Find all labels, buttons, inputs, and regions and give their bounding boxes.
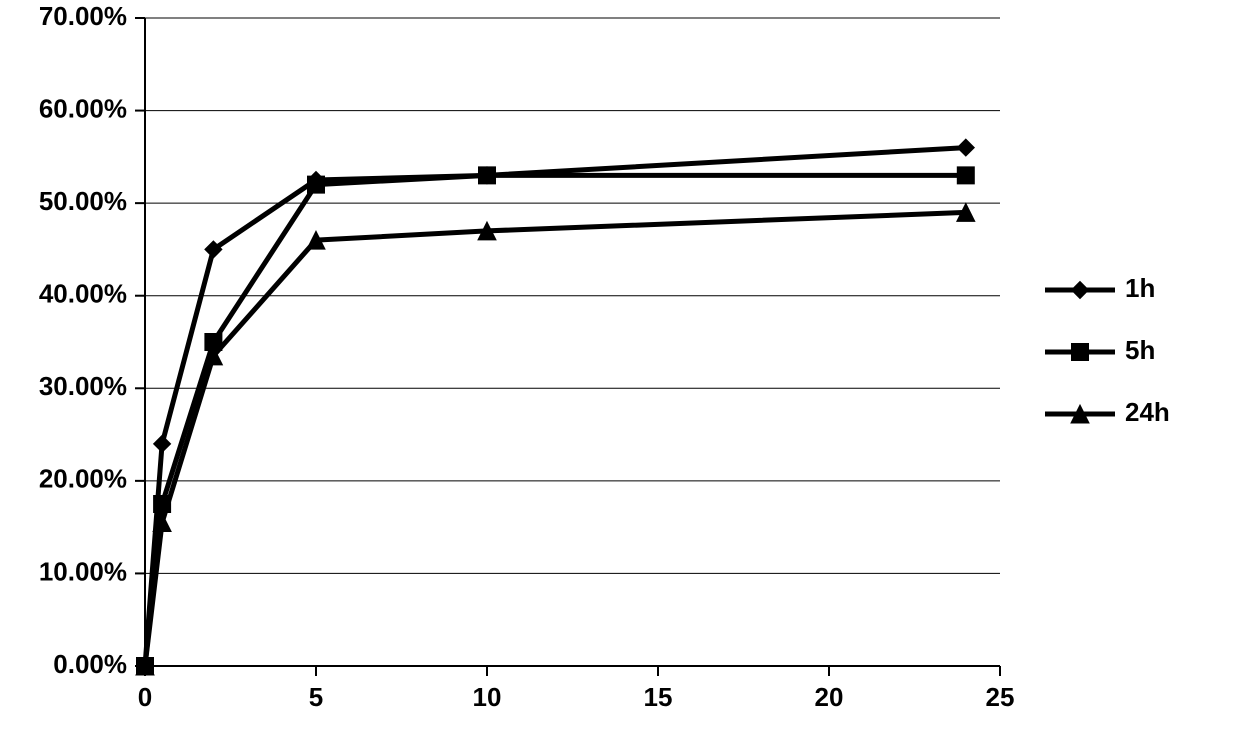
line-chart: 0.00% 10.00% 20.00% 30.00% 40.00% 50.00% 60.00… bbox=[0, 0, 1240, 739]
x-tick-label: 0 bbox=[138, 682, 152, 712]
x-tick-label: 15 bbox=[644, 682, 673, 712]
y-tick-label: 0.00% bbox=[53, 649, 127, 679]
x-tick-label: 20 bbox=[815, 682, 844, 712]
series-marker-5h bbox=[479, 167, 496, 184]
y-tick-label: 60.00% bbox=[39, 93, 127, 123]
x-tick-label: 10 bbox=[473, 682, 502, 712]
y-tick-label: 70.00% bbox=[39, 1, 127, 31]
x-tick-label: 25 bbox=[986, 682, 1015, 712]
x-tick-label: 5 bbox=[309, 682, 323, 712]
y-tick-label: 40.00% bbox=[39, 279, 127, 309]
legend-marker-5h bbox=[1072, 344, 1089, 361]
series-marker-5h bbox=[957, 167, 974, 184]
y-tick-label: 30.00% bbox=[39, 371, 127, 401]
legend-label-1h: 1h bbox=[1125, 273, 1155, 303]
y-tick-label: 20.00% bbox=[39, 464, 127, 494]
chart-svg: 0.00% 10.00% 20.00% 30.00% 40.00% 50.00% 60.00… bbox=[0, 0, 1240, 739]
legend-label-5h: 5h bbox=[1125, 335, 1155, 365]
y-tick-label: 50.00% bbox=[39, 186, 127, 216]
legend-label-24h: 24h bbox=[1125, 397, 1170, 427]
y-tick-label: 10.00% bbox=[39, 556, 127, 586]
series-marker-5h bbox=[308, 176, 325, 193]
